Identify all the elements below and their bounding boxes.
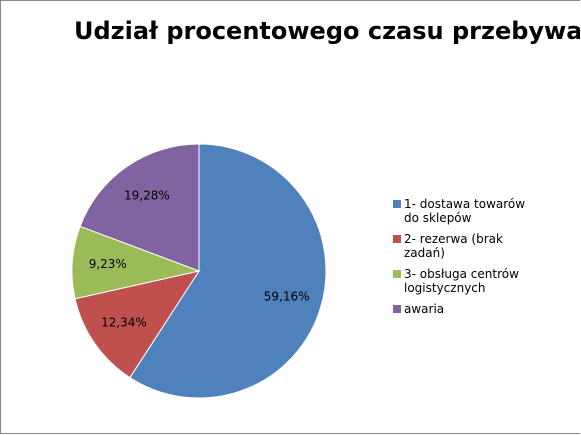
legend-item-rezerwa: 2- rezerwa (brak zadań): [393, 232, 543, 260]
legend-item-dostawa: 1- dostawa towarów do sklepów: [393, 197, 543, 225]
legend-swatch-rezerwa: [393, 235, 401, 243]
pie-slice-awaria: [79, 143, 200, 272]
legend-label-obsluga: 3- obsługa centrów logistycznych: [404, 267, 519, 295]
data-label-awaria: 19,28%: [124, 188, 170, 202]
pie-labels: 59,16% 12,34% 9,23% 19,28%: [89, 188, 310, 329]
pie-slice-rezerwa: [74, 270, 201, 379]
legend: 1- dostawa towarów do sklepów 2- rezerwa…: [393, 197, 543, 323]
data-label-dostawa: 59,16%: [264, 289, 310, 303]
legend-label-awaria: awaria: [404, 302, 445, 316]
data-label-rezerwa: 12,34%: [101, 316, 147, 330]
legend-label-dostawa: 1- dostawa towarów do sklepów: [404, 197, 526, 225]
legend-item-awaria: awaria: [393, 302, 543, 316]
legend-label-rezerwa: 2- rezerwa (brak zadań): [404, 232, 503, 260]
pie-slices: [71, 143, 327, 399]
legend-swatch-obsluga: [393, 270, 401, 278]
legend-item-obsluga: 3- obsługa centrów logistycznych: [393, 267, 543, 295]
legend-swatch-dostawa: [393, 200, 401, 208]
pie-slice-dostawa: [129, 143, 327, 399]
chart-title: Udział procentowego czasu przebywania: [74, 17, 580, 45]
legend-swatch-awaria: [393, 305, 401, 313]
data-label-obsluga: 9,23%: [89, 257, 127, 271]
